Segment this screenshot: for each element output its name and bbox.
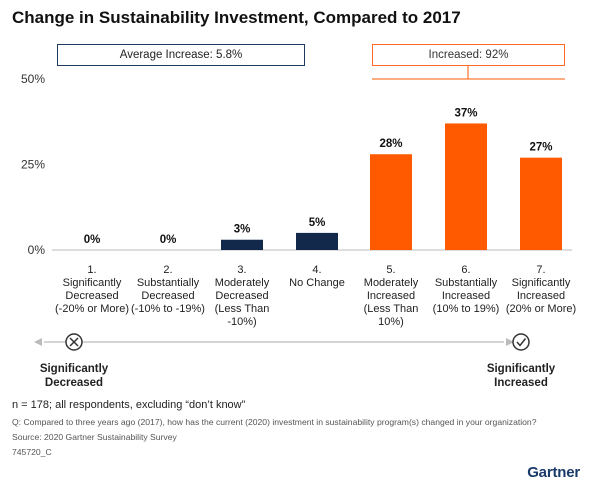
bar-4 xyxy=(296,232,338,250)
right-arrowhead xyxy=(506,338,514,346)
y-axis-ticks: 50% 25% 0% xyxy=(21,72,45,257)
bar-5 xyxy=(370,154,412,250)
y-tick-label: 0% xyxy=(28,243,46,257)
category-label-7: 7. Significantly Increased (20% or More) xyxy=(505,264,577,315)
category-label-3: 3. Moderately Decreased (Less Than -10%) xyxy=(214,264,270,328)
bar-3 xyxy=(221,239,263,250)
gartner-logo: Gartner xyxy=(527,464,580,481)
bar-6 xyxy=(445,123,487,250)
value-label-6: 37% xyxy=(454,107,477,119)
source-note: Source: 2020 Gartner Sustainability Surv… xyxy=(12,432,177,442)
category-label-5: 5. Moderately Increased (Less Than 10%) xyxy=(363,264,419,328)
chart-title: Change in Sustainability Investment, Com… xyxy=(12,8,461,27)
sample-size-note: n = 178; all respondents, excluding “don… xyxy=(12,399,246,411)
check-circle-icon xyxy=(512,333,530,351)
category-label-1: 1. Significantly Decreased (-20% or More… xyxy=(55,264,129,315)
question-note: Q: Compared to three years ago (2017), h… xyxy=(12,417,537,427)
y-tick-label: 50% xyxy=(21,72,45,86)
value-label-7: 27% xyxy=(529,142,552,154)
bar-7 xyxy=(520,157,562,250)
value-label-5: 28% xyxy=(379,138,402,150)
value-labels: 0% 0% 3% 5% 28% 37% 27% xyxy=(84,107,553,246)
category-label-4: 4. No Change xyxy=(289,264,345,289)
increased-callout: Increased: 92% xyxy=(372,44,565,66)
scale-left-label: Significantly Decreased xyxy=(39,363,109,389)
increased-bracket xyxy=(372,66,565,80)
category-label-6: 6. Substantially Increased (10% to 19%) xyxy=(432,264,500,315)
figure-id: 745720_C xyxy=(12,447,52,457)
bars xyxy=(221,123,562,250)
y-tick-label: 25% xyxy=(21,158,45,172)
value-label-2: 0% xyxy=(160,234,177,246)
average-increase-callout: Average Increase: 5.8% xyxy=(57,44,305,66)
category-label-2: 2. Substantially Decreased (-10% to -19%… xyxy=(131,264,205,315)
scale-right-label: Significantly Increased xyxy=(486,363,556,389)
value-label-3: 3% xyxy=(234,224,251,236)
left-arrowhead xyxy=(34,338,42,346)
value-label-1: 0% xyxy=(84,234,101,246)
x-circle-icon xyxy=(65,333,83,351)
value-label-4: 5% xyxy=(309,217,326,229)
scale-arrow xyxy=(34,338,514,346)
